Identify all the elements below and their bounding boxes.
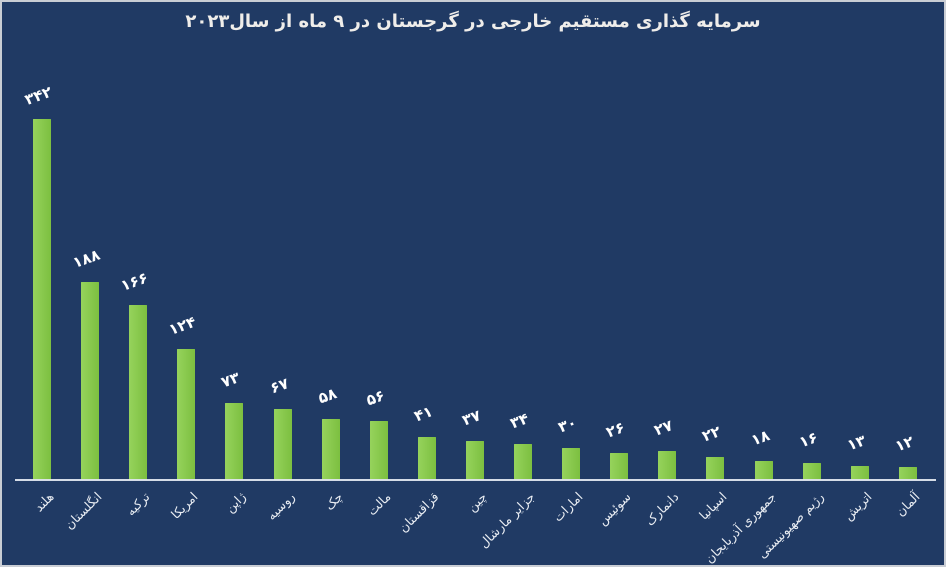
bar [898,467,917,480]
chart-title: سرمایه گذاری مستقیم خارجی در گرجستان در … [185,11,761,32]
bar [514,444,532,480]
bar [850,466,869,480]
bar [177,349,196,480]
bar [562,448,581,480]
bar [658,451,677,480]
x-axis-line [15,479,936,481]
bar [802,463,821,480]
bar [321,419,340,480]
bar [754,461,773,480]
bar [465,441,484,480]
bar [610,453,629,480]
bar [225,403,244,480]
bar-value-label: ۱۶۶ [118,268,151,295]
bar [706,457,725,480]
bar [129,305,148,480]
bar [417,437,436,480]
bar [81,282,100,480]
bar-value-label: ۱۲۴ [166,312,199,339]
bar [33,119,51,480]
bar-value-label: ۳۴۲ [22,82,55,109]
bar [369,421,388,480]
bar [273,409,292,480]
